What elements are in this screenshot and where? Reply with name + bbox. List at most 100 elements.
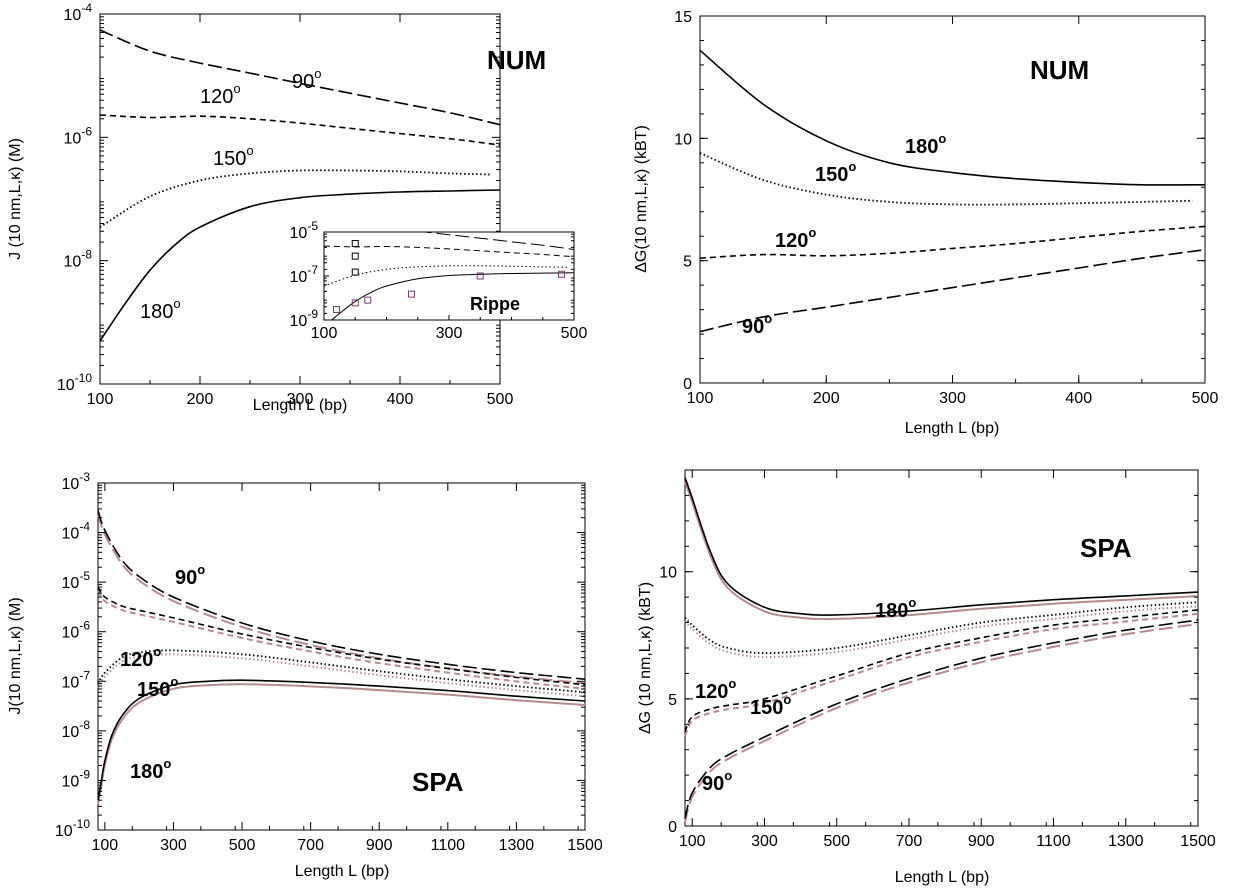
x-axis-label: Length L (bp) <box>905 420 1000 437</box>
series-approx-line <box>684 612 1199 737</box>
tick-label: 0 <box>683 376 692 393</box>
tick-label: 10 <box>659 565 677 582</box>
series-label-150: 150o <box>137 674 178 701</box>
series-line-180deg <box>99 189 501 342</box>
series-label-150: 150o <box>213 143 254 170</box>
tick-label: 900 <box>968 833 995 850</box>
tick-label: 1100 <box>1036 833 1071 850</box>
series-line-150deg <box>699 152 1193 206</box>
tick-label: 10-8 <box>64 248 93 271</box>
tick-label: 10-4 <box>64 1 93 24</box>
series-label-180: 180o <box>140 296 181 323</box>
method-label: NUM <box>1030 55 1089 85</box>
tick-label: 100 <box>311 325 338 342</box>
tick-label: 5 <box>668 692 677 709</box>
inset-label: Rippe <box>470 294 520 314</box>
tick-label: 10-5 <box>62 569 91 592</box>
tick-label: 10-10 <box>57 371 92 394</box>
panel-bottom-left: 100 300 500 700 900 1100 1300 1500 10-10 10-9 10-… <box>7 470 603 880</box>
tick-label: 1500 <box>567 837 603 854</box>
series-label-90: 90o <box>702 768 732 795</box>
series-approx-line <box>97 653 586 698</box>
series-line-90deg <box>99 29 501 126</box>
tick-label: 0 <box>668 819 677 836</box>
plot-frame <box>684 469 1199 827</box>
rippe-data-point <box>351 299 359 307</box>
tick-label: 1300 <box>1108 833 1144 850</box>
tick-label: 10-8 <box>62 718 91 741</box>
rippe-data-point <box>333 306 340 314</box>
tick-label: 1300 <box>499 837 535 854</box>
tick-label: 1100 <box>431 837 466 854</box>
series-approx-line <box>97 683 586 805</box>
tick-label: 300 <box>160 837 187 854</box>
tick-label: 500 <box>487 391 514 408</box>
series-approx-line <box>97 590 586 690</box>
panel-bottom-right: 100 300 500 700 900 1100 1300 1500 0 5 10 Length … <box>637 469 1216 886</box>
tick-label: 100 <box>92 837 119 854</box>
panel-top-left: 100 200 300 400 500 10-10 10-8 10-6 10-4 Length… <box>7 1 587 414</box>
method-label: SPA <box>412 767 464 797</box>
tick-label: 200 <box>813 390 840 407</box>
rippe-data-point <box>408 290 415 298</box>
rippe-data-point <box>364 296 372 304</box>
inset-series-line <box>330 272 574 320</box>
plot-frame <box>699 15 1206 384</box>
y-axis-label: J(10 nm,L,κ) (M) <box>7 597 24 714</box>
series-label-180: 180o <box>875 595 916 622</box>
series-line-90deg <box>97 510 586 680</box>
x-axis-label: Length L (bp) <box>295 863 390 880</box>
series-label-180: 180o <box>905 131 946 158</box>
tick-label: 10-5 <box>290 219 319 242</box>
tick-label: 300 <box>287 391 314 408</box>
plot-frame <box>97 482 586 831</box>
tick-label: 300 <box>436 325 463 342</box>
series-label-120: 120o <box>775 225 816 252</box>
series-approx-line <box>684 481 1199 621</box>
inset-series-line <box>324 265 568 287</box>
tick-label: 500 <box>561 325 588 342</box>
tick-label: 10-7 <box>62 668 91 691</box>
series-label-120: 120o <box>695 676 736 703</box>
series-line-90deg <box>699 248 1206 333</box>
series-line-90deg <box>684 619 1199 819</box>
series-label-150: 150o <box>750 692 791 719</box>
series-label-90: 90o <box>742 311 772 338</box>
tick-label: 10-6 <box>62 619 91 642</box>
inset-curves <box>324 232 574 320</box>
tick-label: 500 <box>823 833 850 850</box>
x-axis-label: Length L (bp) <box>895 869 990 886</box>
tick-label: 300 <box>751 833 778 850</box>
tick-label: 900 <box>366 837 393 854</box>
panel-top-right: 100 200 300 400 500 0 5 10 15 Length L (bp) ΔG(… <box>633 9 1218 437</box>
tick-label: 700 <box>896 833 923 850</box>
tick-label: 10-4 <box>62 520 91 543</box>
tick-label: 10-6 <box>64 124 93 147</box>
y-axis-label: ΔG (10 nm,L,κ) (kBT) <box>637 582 654 734</box>
rippe-data-point <box>476 272 484 280</box>
series-label-120: 120o <box>200 81 241 108</box>
series-line-120deg <box>97 586 586 686</box>
series-label-90: 90o <box>292 66 321 93</box>
series-approx-line <box>97 514 586 685</box>
tick-label: 300 <box>939 390 966 407</box>
tick-label: 5 <box>683 254 692 271</box>
tick-label: 10-9 <box>62 767 91 790</box>
tick-label: 10-3 <box>62 470 91 493</box>
tick-label: 1500 <box>1180 833 1216 850</box>
tick-label: 400 <box>1065 390 1092 407</box>
tick-label: 15 <box>674 9 692 26</box>
series-line-120deg <box>684 609 1199 733</box>
series-line-120deg <box>99 114 501 146</box>
tick-label: 200 <box>187 391 214 408</box>
x-axis-label: Length L (bp) <box>253 397 348 414</box>
series-line-150deg <box>99 169 491 228</box>
rippe-marker <box>351 268 359 276</box>
tick-label: 700 <box>297 837 324 854</box>
series-approx-line <box>684 605 1199 659</box>
rippe-marker <box>351 240 359 248</box>
series-label-150: 150o <box>815 159 856 186</box>
tick-label: 10 <box>674 131 692 148</box>
tick-label: 10-7 <box>290 263 319 286</box>
method-label: SPA <box>1080 533 1132 563</box>
